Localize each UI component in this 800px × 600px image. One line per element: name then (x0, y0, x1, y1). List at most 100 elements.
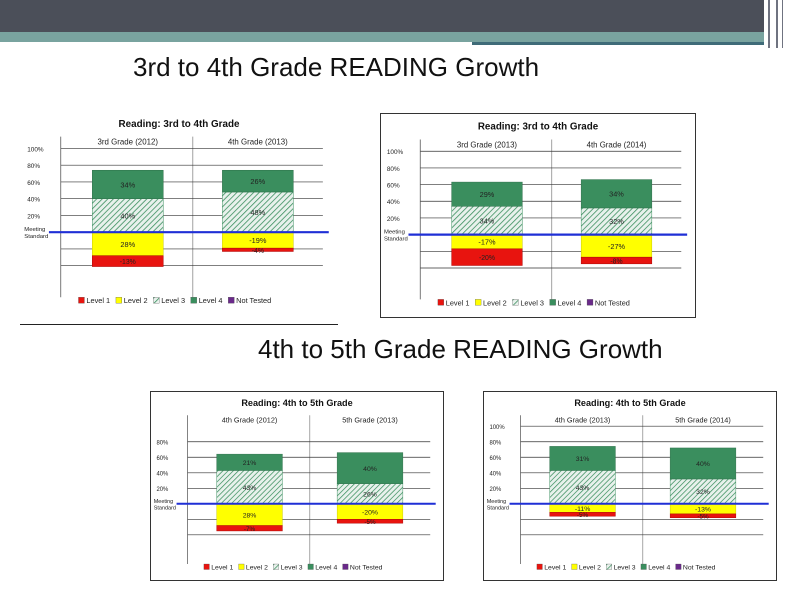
chart-title: Reading: 3rd to 4th Grade (119, 119, 240, 130)
legend-swatch (437, 299, 444, 306)
legend-label: Level 2 (483, 298, 507, 307)
legend-swatch (571, 563, 578, 570)
bar-level-1 (216, 525, 283, 532)
y-tick-label: 40% (489, 472, 502, 478)
meeting-standard-label: Standard (154, 505, 176, 511)
data-label-level-4: 31% (576, 456, 590, 463)
legend-swatch (238, 563, 245, 570)
chart-title: Reading: 4th to 5th Grade (574, 398, 685, 408)
legend-swatch (475, 299, 482, 306)
legend-swatch (549, 299, 556, 306)
y-tick-label: 20% (156, 487, 169, 493)
legend-label: Level 1 (446, 298, 470, 307)
category-label: 5th Grade (2014) (675, 416, 731, 425)
data-label-level-2: -17% (478, 238, 496, 247)
chart-title: Reading: 4th to 5th Grade (241, 398, 352, 408)
y-tick-label: 20% (27, 213, 40, 220)
header-accent-bar (0, 32, 764, 42)
bar-level-4 (336, 452, 404, 484)
bar-level-4 (669, 447, 737, 480)
data-label-level-1: -5% (577, 512, 589, 519)
divider-line (20, 324, 338, 325)
y-tick-label: 40% (156, 472, 169, 478)
corner-line (768, 0, 770, 48)
y-tick-label: 80% (27, 163, 40, 170)
legend-swatch (342, 563, 349, 570)
chart-3rd-4th-2013: Reading: 3rd to 4th Grade 3rd Grade (2013… (380, 113, 696, 318)
legend-label: Not Tested (350, 564, 383, 571)
y-tick-label: 40% (27, 197, 40, 204)
y-tick-label: 20% (489, 487, 502, 493)
slide-heading-bottom: 4th to 5th Grade READING Growth (258, 334, 663, 364)
legend-label: Level 4 (199, 296, 223, 305)
data-label-level-2: -19% (249, 236, 267, 245)
bar-level-1 (580, 256, 653, 265)
data-label-level-2: -13% (695, 507, 711, 514)
legend-label: Level 3 (161, 296, 185, 305)
data-label-level-3: 43% (243, 485, 257, 492)
category-label: 4th Grade (2014) (587, 140, 647, 149)
legend-label: Level 3 (281, 564, 303, 571)
legend-label: Level 1 (86, 296, 110, 305)
data-label-level-1: -4% (252, 248, 264, 255)
y-tick-label: 20% (387, 216, 400, 223)
header-bar (0, 0, 764, 32)
legend-swatch (675, 563, 682, 570)
bar-level-4 (580, 179, 653, 209)
y-tick-label: 60% (27, 180, 40, 187)
chart-4th-5th-2013: Reading: 4th to 5th Grade 4th Grade (2013… (483, 391, 777, 581)
data-label-level-1: -20% (479, 255, 495, 262)
legend-swatch (115, 297, 122, 304)
chart-title: Reading: 3rd to 4th Grade (478, 122, 599, 133)
chart-4th-5th-2012: Reading: 4th to 5th Grade 4th Grade (2012… (150, 391, 444, 581)
category-label: 5th Grade (2013) (342, 416, 398, 425)
corner-line (776, 0, 778, 48)
meeting-standard-label: Meeting (154, 499, 173, 505)
meeting-standard-label: Standard (487, 505, 509, 511)
bar-level-4 (216, 453, 283, 471)
category-label: 4th Grade (2013) (228, 138, 288, 147)
data-label-level-4: 34% (609, 190, 624, 199)
legend-swatch (586, 299, 594, 306)
legend-label: Level 4 (315, 564, 337, 571)
meeting-standard-label: Standard (384, 237, 408, 243)
bar-level-4 (549, 446, 616, 471)
legend-label: Level 4 (648, 564, 670, 571)
legend-label: Not Tested (683, 564, 716, 571)
legend-swatch (536, 563, 543, 570)
slide-heading-top: 3rd to 4th Grade READING Growth (133, 52, 540, 82)
data-label-level-2: -27% (608, 242, 626, 251)
legend-label: Level 4 (558, 298, 582, 307)
data-label-level-4: 29% (480, 190, 495, 199)
data-label-level-1: -13% (120, 259, 136, 266)
legend-label: Level 3 (614, 564, 636, 571)
bar-level-3 (451, 206, 523, 235)
data-label-level-3: 48% (250, 208, 265, 217)
y-tick-label: 100% (387, 149, 404, 156)
legend-label: Level 2 (124, 296, 148, 305)
legend-swatch (190, 297, 197, 304)
y-tick-label: 60% (489, 456, 502, 462)
data-label-level-4: 34% (120, 180, 135, 189)
data-label-level-2: -20% (362, 509, 378, 516)
legend-swatch (78, 297, 85, 304)
corner-line (782, 0, 783, 48)
data-label-level-1: -5% (364, 519, 376, 526)
header-accent-stripe (472, 42, 764, 45)
legend-label: Level 1 (211, 564, 233, 571)
data-label-level-3: 32% (696, 489, 710, 496)
legend-swatch (606, 563, 612, 570)
bar-level-4 (92, 169, 164, 199)
data-label-level-3: 40% (120, 211, 135, 220)
legend-label: Level 2 (246, 564, 268, 571)
legend-label: Level 2 (579, 564, 601, 571)
bar-level-3 (92, 198, 164, 233)
bar-level-4 (451, 181, 523, 207)
bar-level-1 (92, 255, 164, 267)
y-tick-label: 80% (489, 440, 502, 446)
data-label-level-3: 32% (609, 217, 624, 226)
data-label-level-4: 40% (696, 461, 710, 468)
bar-level-3 (580, 207, 653, 235)
data-label-level-4: 26% (250, 177, 265, 186)
category-label: 4th Grade (2012) (222, 416, 278, 425)
